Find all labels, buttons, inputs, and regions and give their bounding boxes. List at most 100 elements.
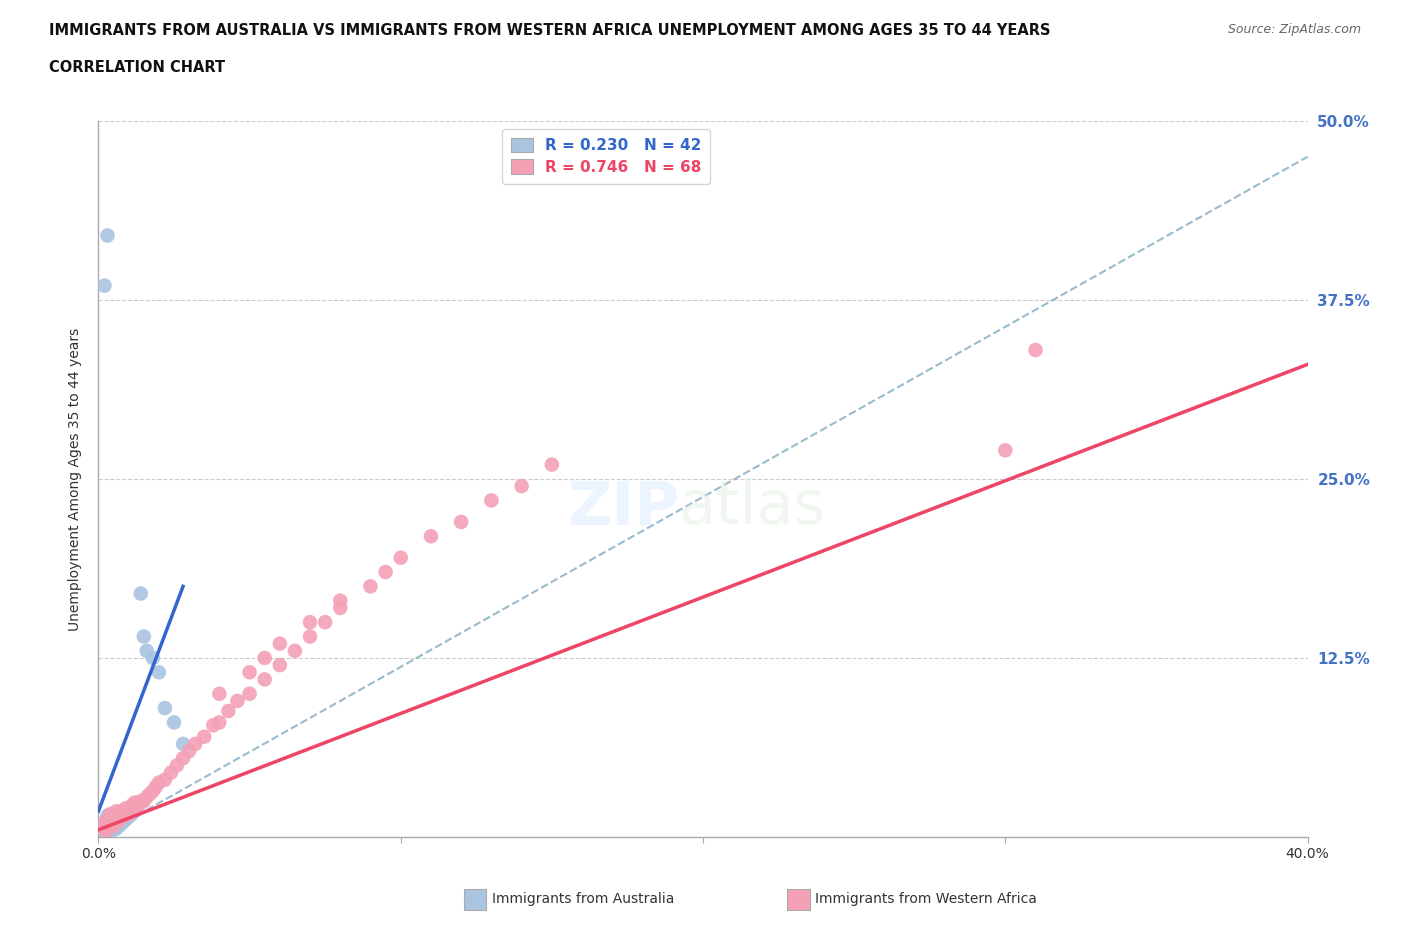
Point bbox=[145, 779, 167, 794]
Point bbox=[129, 586, 152, 601]
Point bbox=[142, 651, 165, 666]
Point bbox=[118, 801, 141, 816]
Point bbox=[314, 615, 336, 630]
Point bbox=[193, 729, 215, 744]
Point bbox=[114, 806, 136, 821]
Point bbox=[105, 816, 128, 830]
Point bbox=[108, 813, 131, 828]
Point bbox=[103, 818, 125, 833]
Point bbox=[111, 804, 134, 818]
Point bbox=[96, 813, 118, 828]
Point bbox=[510, 479, 533, 494]
Text: Source: ZipAtlas.com: Source: ZipAtlas.com bbox=[1227, 23, 1361, 36]
Point bbox=[105, 809, 128, 824]
Point bbox=[105, 816, 128, 830]
Point bbox=[540, 458, 562, 472]
Point bbox=[103, 818, 125, 833]
Point bbox=[139, 787, 162, 802]
Point bbox=[111, 809, 134, 824]
Point bbox=[96, 822, 118, 837]
Point bbox=[172, 751, 194, 765]
Point bbox=[135, 790, 157, 804]
Point bbox=[105, 811, 128, 826]
Point bbox=[100, 806, 122, 821]
Point bbox=[124, 801, 146, 816]
Point bbox=[103, 813, 125, 828]
Point bbox=[103, 822, 125, 837]
Legend: R = 0.230   N = 42, R = 0.746   N = 68: R = 0.230 N = 42, R = 0.746 N = 68 bbox=[502, 128, 710, 184]
Point bbox=[93, 816, 115, 830]
Point bbox=[93, 822, 115, 837]
Point bbox=[163, 715, 186, 730]
Point bbox=[111, 816, 134, 830]
Point bbox=[253, 672, 276, 687]
Point bbox=[420, 529, 443, 544]
Point bbox=[269, 636, 291, 651]
Point bbox=[172, 737, 194, 751]
Point bbox=[100, 822, 122, 837]
Text: ZIP: ZIP bbox=[567, 478, 679, 538]
Point bbox=[208, 686, 231, 701]
Point bbox=[1024, 342, 1046, 357]
Point bbox=[208, 715, 231, 730]
Point bbox=[96, 228, 118, 243]
Point bbox=[160, 765, 183, 780]
Point bbox=[96, 816, 118, 830]
Point bbox=[114, 806, 136, 821]
Point bbox=[96, 822, 118, 837]
Point bbox=[103, 811, 125, 826]
Point bbox=[96, 818, 118, 833]
Point bbox=[389, 551, 412, 565]
Point bbox=[217, 703, 239, 718]
Point bbox=[103, 806, 125, 821]
Point bbox=[253, 651, 276, 666]
Point bbox=[118, 804, 141, 818]
Text: CORRELATION CHART: CORRELATION CHART bbox=[49, 60, 225, 75]
Point bbox=[450, 514, 472, 529]
Point bbox=[100, 816, 122, 830]
Point bbox=[129, 794, 152, 809]
Point bbox=[93, 278, 115, 293]
Y-axis label: Unemployment Among Ages 35 to 44 years: Unemployment Among Ages 35 to 44 years bbox=[69, 327, 83, 631]
Point bbox=[135, 644, 157, 658]
Point bbox=[118, 806, 141, 821]
Point bbox=[360, 578, 382, 594]
Point bbox=[202, 718, 225, 733]
Point bbox=[100, 813, 122, 828]
Point bbox=[148, 775, 170, 790]
Point bbox=[108, 806, 131, 821]
Point bbox=[127, 801, 149, 816]
Point bbox=[105, 804, 128, 818]
Point bbox=[184, 737, 207, 751]
Point bbox=[239, 686, 262, 701]
Point bbox=[481, 493, 503, 508]
Point bbox=[269, 658, 291, 672]
Text: Immigrants from Australia: Immigrants from Australia bbox=[492, 892, 675, 907]
Point bbox=[299, 629, 322, 644]
Point bbox=[226, 694, 249, 709]
Point bbox=[108, 813, 131, 828]
Point bbox=[994, 443, 1017, 458]
Point bbox=[108, 808, 131, 823]
Point bbox=[96, 808, 118, 823]
Point bbox=[166, 758, 188, 773]
Point bbox=[118, 809, 141, 824]
Point bbox=[100, 813, 122, 828]
Point bbox=[96, 813, 118, 828]
Point bbox=[121, 806, 143, 821]
Point bbox=[93, 822, 115, 837]
Point bbox=[329, 601, 352, 616]
Point bbox=[374, 565, 396, 579]
Point bbox=[114, 801, 136, 816]
Point bbox=[121, 798, 143, 813]
Point bbox=[142, 784, 165, 799]
Point bbox=[93, 816, 115, 830]
Point bbox=[103, 806, 125, 821]
Point bbox=[114, 813, 136, 828]
Point bbox=[284, 644, 307, 658]
Point bbox=[100, 818, 122, 833]
Point bbox=[111, 809, 134, 824]
Point bbox=[239, 665, 262, 680]
Point bbox=[105, 821, 128, 836]
Point bbox=[132, 794, 155, 809]
